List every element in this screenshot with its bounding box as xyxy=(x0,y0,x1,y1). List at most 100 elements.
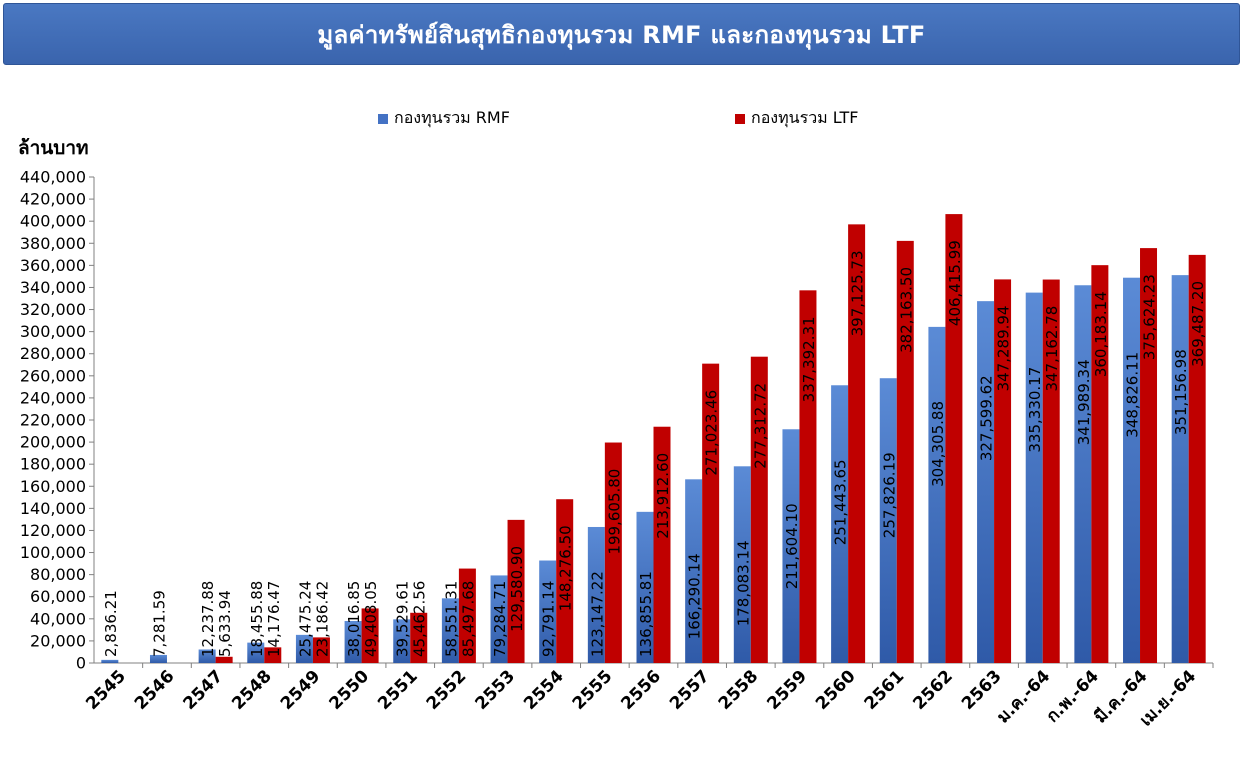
y-tick-label: 300,000 xyxy=(20,322,86,341)
data-label-ltf: 5,633.94 xyxy=(216,590,234,657)
x-tick-label: 2549 xyxy=(277,666,325,714)
data-label-ltf: 271,023.46 xyxy=(703,390,721,476)
bar-ltf xyxy=(750,356,768,663)
data-label-rmf: 38,016.85 xyxy=(345,581,363,657)
data-label-ltf: 213,912.60 xyxy=(654,453,672,539)
data-label-ltf: 347,162.78 xyxy=(1043,306,1061,392)
legend-swatch-ltf xyxy=(735,113,745,124)
data-label-ltf: 337,392.31 xyxy=(800,316,818,402)
bar-rmf xyxy=(1074,285,1092,663)
data-label-rmf: 7,281.59 xyxy=(150,590,168,657)
bar-ltf xyxy=(1091,265,1109,663)
x-tick-label: 2548 xyxy=(228,666,276,714)
bar-rmf xyxy=(490,575,508,663)
y-tick-label: 440,000 xyxy=(20,168,86,187)
y-tick-label: 20,000 xyxy=(30,631,86,650)
legend-label-ltf: กองทุนรวม LTF xyxy=(751,108,859,127)
legend-label-rmf: กองทุนรวม RMF xyxy=(394,108,510,127)
data-label-ltf: 382,163.50 xyxy=(897,267,915,353)
bar-rmf xyxy=(587,526,605,663)
data-label-ltf: 277,312.72 xyxy=(751,383,769,469)
data-label-rmf: 58,551.31 xyxy=(442,581,460,657)
data-label-ltf: 360,183.14 xyxy=(1092,291,1110,377)
bar-rmf xyxy=(198,649,216,663)
x-tick-label: 2561 xyxy=(861,666,909,714)
y-tick-label: 120,000 xyxy=(20,521,86,540)
legend-item-ltf: กองทุนรวม LTF xyxy=(735,106,859,131)
x-tick-label: 2560 xyxy=(812,666,860,714)
legend: กองทุนรวม RMF กองทุนรวม LTF xyxy=(0,106,1245,128)
data-label-rmf: 335,330.17 xyxy=(1026,367,1044,453)
legend-item-rmf: กองทุนรวม RMF xyxy=(378,106,510,131)
y-tick-label: 240,000 xyxy=(20,388,86,407)
bar-ltf xyxy=(1188,254,1206,664)
x-tick-label: 2554 xyxy=(520,666,568,714)
x-tick-label: 2545 xyxy=(82,666,130,714)
y-tick-label: 60,000 xyxy=(30,587,86,606)
bar-rmf xyxy=(295,634,313,663)
legend-swatch-rmf xyxy=(378,113,388,124)
data-label-ltf: 129,580.90 xyxy=(508,546,526,632)
y-tick-label: 40,000 xyxy=(30,609,86,628)
y-tick-label: 360,000 xyxy=(20,256,86,275)
data-label-rmf: 79,284.71 xyxy=(491,581,509,657)
bar-ltf xyxy=(507,519,525,663)
data-label-ltf: 397,125.73 xyxy=(849,250,867,336)
data-label-ltf: 45,462.56 xyxy=(411,581,429,657)
y-axis-title: ล้านบาท xyxy=(18,137,89,159)
bar-rmf xyxy=(441,598,459,663)
y-tick-label: 180,000 xyxy=(20,455,86,474)
bar-rmf xyxy=(733,466,751,663)
data-label-rmf: 2,836.21 xyxy=(102,590,120,657)
bar-rmf xyxy=(879,378,897,663)
bar-ltf xyxy=(556,499,574,663)
y-tick-label: 380,000 xyxy=(20,234,86,253)
y-tick-label: 220,000 xyxy=(20,411,86,430)
y-tick-label: 260,000 xyxy=(20,366,86,385)
data-label-ltf: 375,624.23 xyxy=(1141,274,1159,360)
x-tick-label: 2556 xyxy=(617,666,665,714)
data-label-ltf: 14,176.47 xyxy=(265,581,283,657)
data-label-rmf: 211,604.10 xyxy=(783,503,801,589)
bar-ltf xyxy=(896,240,914,663)
data-label-rmf: 341,989.34 xyxy=(1075,359,1093,445)
data-label-rmf: 123,147.22 xyxy=(588,571,606,657)
x-tick-label: 2555 xyxy=(569,666,617,714)
data-label-rmf: 25,475.24 xyxy=(296,581,314,657)
data-label-ltf: 23,186.42 xyxy=(313,581,331,657)
data-label-rmf: 18,455.88 xyxy=(248,581,266,657)
y-tick-label: 0 xyxy=(76,654,86,673)
x-tick-label: 2559 xyxy=(763,666,811,714)
y-tick-label: 340,000 xyxy=(20,278,86,297)
x-tick-label: 2551 xyxy=(374,666,422,714)
bar-rmf xyxy=(539,560,557,663)
bar-rmf xyxy=(636,511,654,663)
bar-ltf xyxy=(361,608,379,663)
data-label-ltf: 148,276.50 xyxy=(557,525,575,611)
x-tick-label: 2562 xyxy=(909,666,957,714)
bar-rmf xyxy=(344,621,362,663)
bar-ltf xyxy=(994,279,1012,663)
bar-rmf xyxy=(1171,275,1189,663)
bar-ltf xyxy=(215,656,233,663)
title-banner: มูลค่าทรัพย์สินสุทธิกองทุนรวม RMF และกอง… xyxy=(3,3,1240,65)
data-label-rmf: 92,791.14 xyxy=(540,581,558,657)
y-tick-label: 320,000 xyxy=(20,300,86,319)
data-label-rmf: 39,529.61 xyxy=(394,581,412,657)
bar-rmf xyxy=(393,619,411,663)
x-tick-label: 2546 xyxy=(131,666,179,714)
bar-ltf xyxy=(604,442,622,663)
bar-rmf xyxy=(685,479,703,663)
data-label-rmf: 166,290.14 xyxy=(686,553,704,639)
x-tick-label: 2557 xyxy=(666,666,714,714)
data-label-rmf: 136,855.81 xyxy=(637,571,655,657)
bar-ltf xyxy=(1042,279,1060,663)
data-label-ltf: 85,497.68 xyxy=(459,581,477,657)
y-tick-label: 100,000 xyxy=(20,543,86,562)
data-label-ltf: 369,487.20 xyxy=(1189,281,1207,367)
bar-ltf xyxy=(702,363,720,663)
data-label-ltf: 199,605.80 xyxy=(605,469,623,555)
bar-ltf xyxy=(945,214,963,663)
bar-rmf xyxy=(831,385,849,663)
